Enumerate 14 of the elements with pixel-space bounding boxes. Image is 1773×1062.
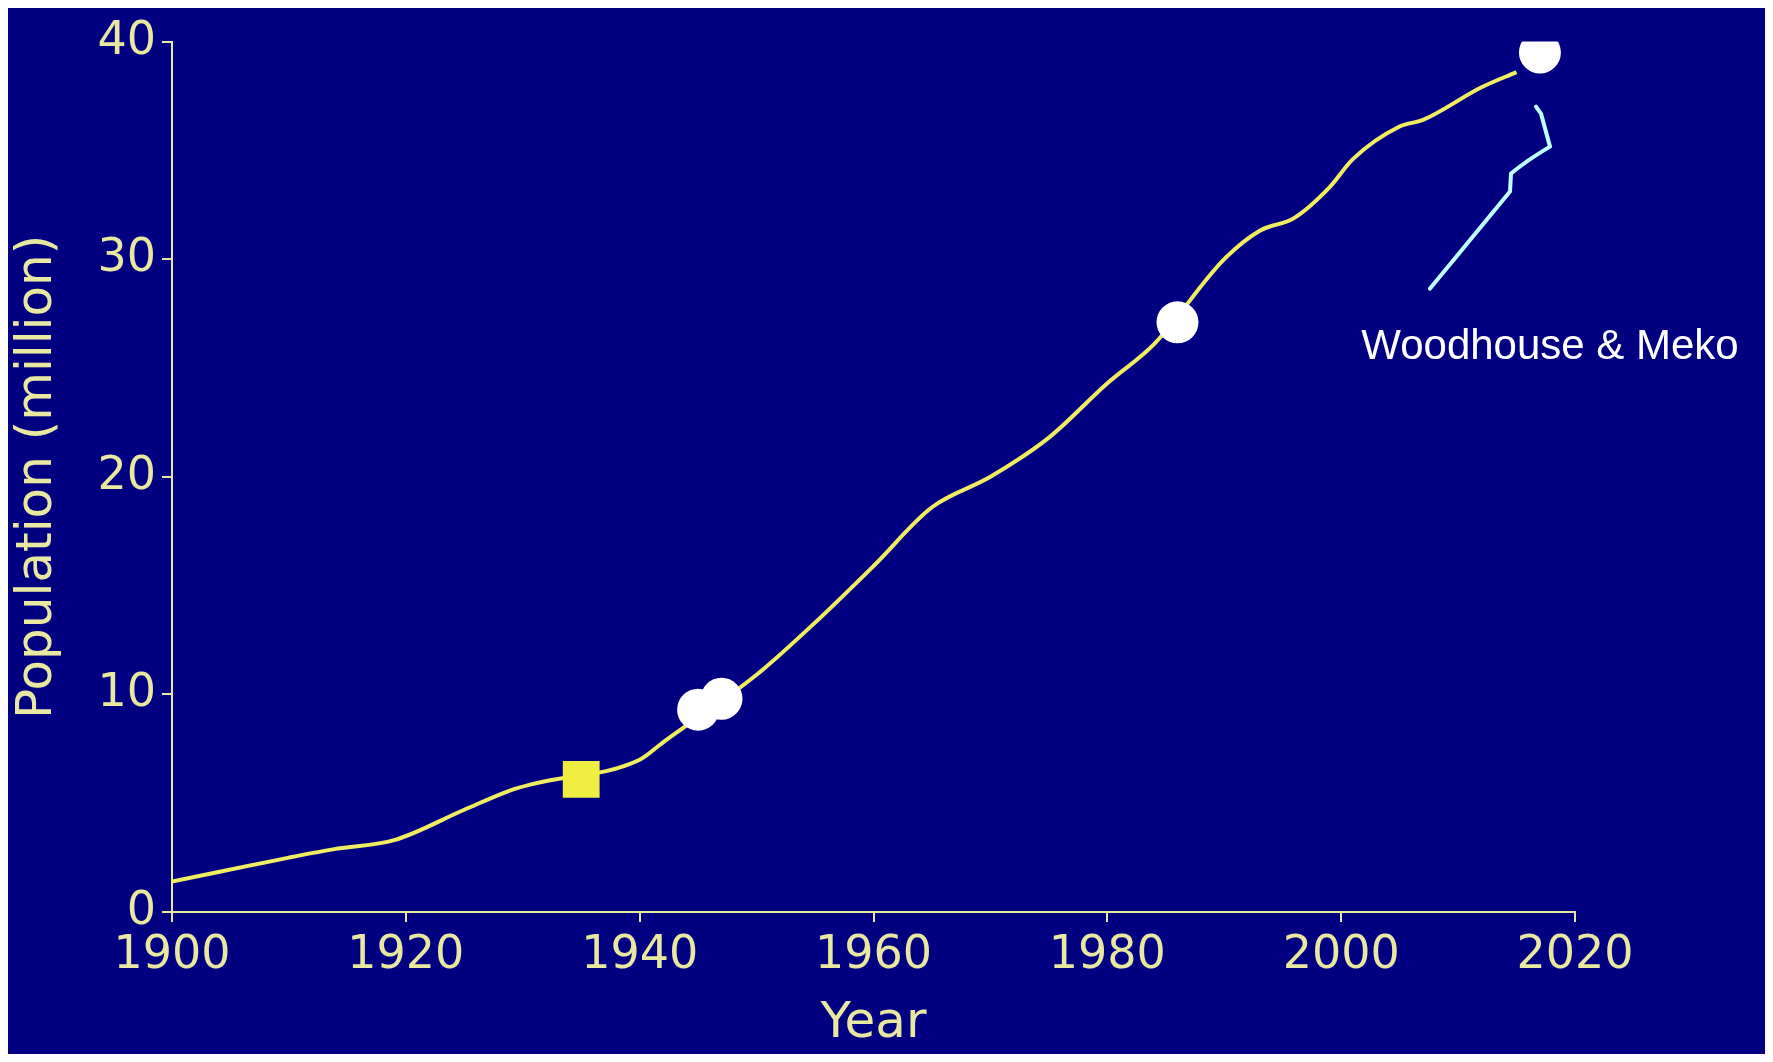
x-tick-label: 1980: [1048, 924, 1166, 979]
y-tick-label: 20: [97, 445, 156, 500]
annotation: Woodhouse & Meko: [1361, 321, 1739, 369]
y-tick-label: 30: [97, 228, 156, 283]
y-tick-label: 10: [97, 663, 156, 718]
x-tick-label: 1940: [581, 924, 699, 979]
x-tick-label: 2020: [1516, 924, 1634, 979]
x-tick-label: 1900: [113, 924, 231, 979]
y-axis-title: Population (million): [4, 234, 63, 719]
x-tick-label: 1960: [814, 924, 933, 979]
x-tick-label: 2000: [1282, 924, 1400, 979]
x-tick-label: 1920: [347, 924, 465, 979]
y-tick-label: 40: [97, 10, 156, 65]
x-axis-title: Year: [819, 990, 927, 1049]
